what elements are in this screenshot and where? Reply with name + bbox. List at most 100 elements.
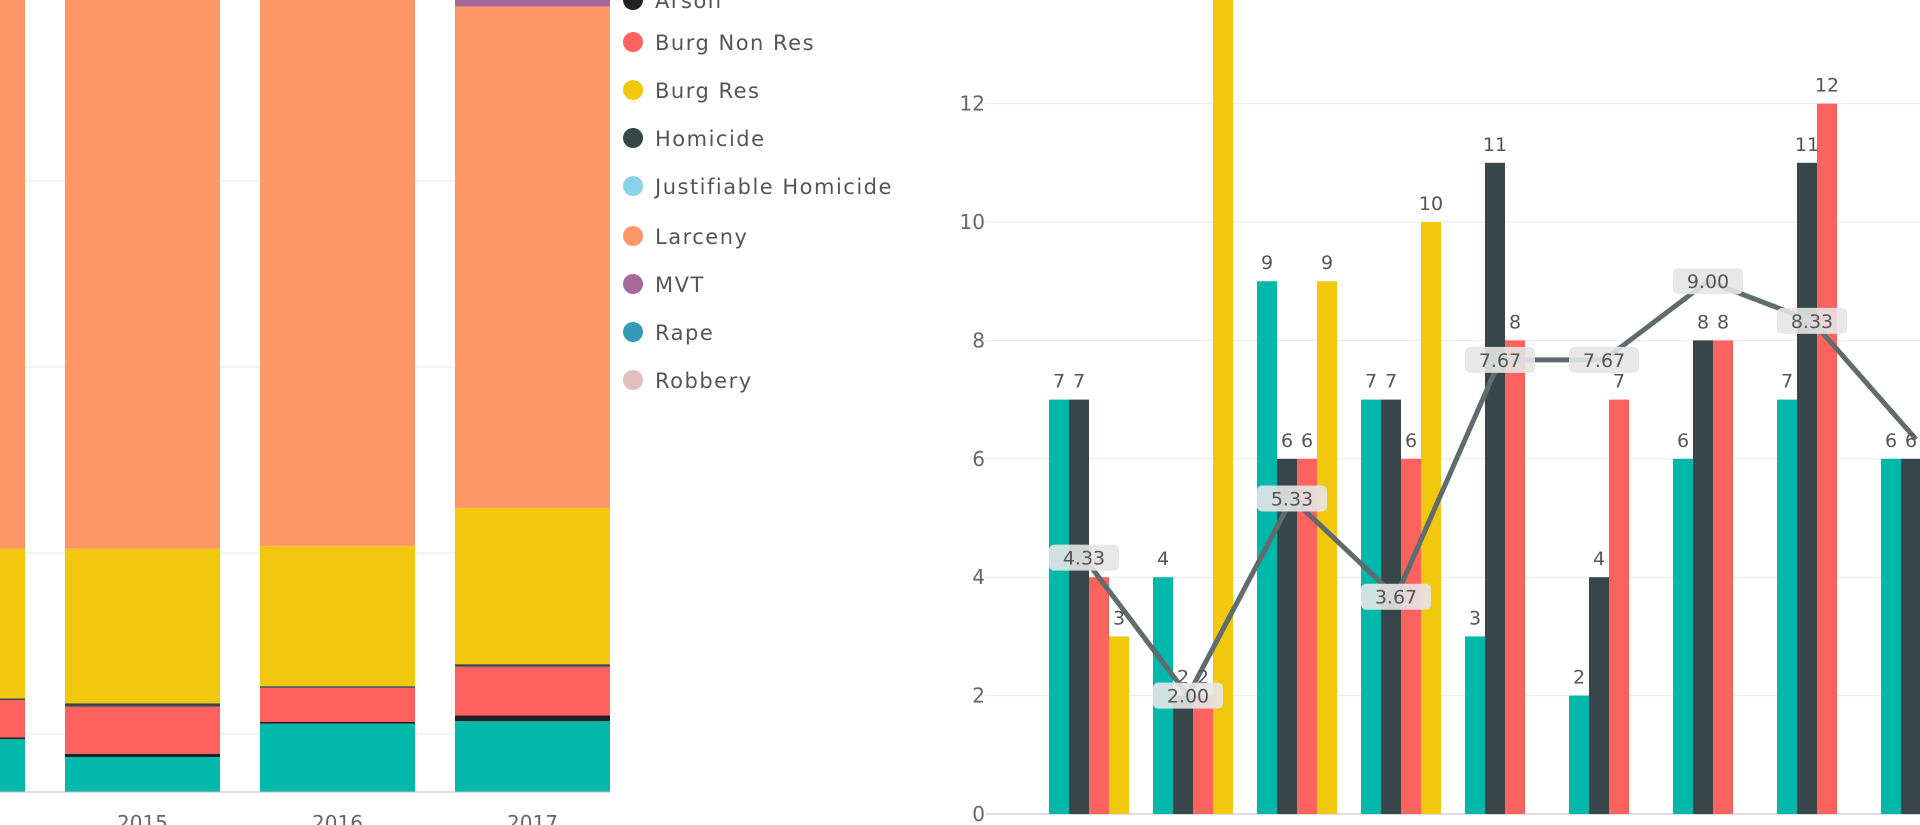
legend-item-robbery[interactable]: Robbery [620, 366, 920, 394]
line-label-box [1049, 544, 1119, 571]
line-label-box [1153, 682, 1223, 709]
column-bar[interactable] [1881, 458, 1901, 814]
column-bar[interactable] [1049, 399, 1069, 814]
bar-data-label: 7 [1365, 371, 1377, 393]
legend-label-larceny: Larceny [655, 225, 749, 249]
stacked-segment-burg-non-res[interactable] [0, 700, 25, 738]
stacked-segment-other[interactable] [455, 721, 610, 792]
column-bar[interactable] [1297, 458, 1317, 814]
column-bar[interactable] [1693, 340, 1713, 814]
column-bar[interactable] [1901, 458, 1920, 814]
legend-item-mvt[interactable]: MVT [620, 270, 920, 298]
stacked-segment-mvt[interactable] [455, 0, 610, 7]
clustered-column-chart: 0246810127743422149669776103118247688711… [960, 0, 1920, 825]
legend-label-justifiable-homicide: Justifiable Homicide [655, 175, 893, 199]
bar-data-label: 7 [1781, 371, 1793, 393]
column-bar[interactable] [1193, 695, 1213, 814]
y-tick-label: 8 [972, 328, 985, 352]
column-bar[interactable] [1817, 103, 1837, 815]
legend-label-homicide: Homicide [655, 127, 766, 151]
stacked-segment-arson[interactable] [0, 737, 25, 740]
column-bar[interactable] [1089, 577, 1109, 814]
legend-marker-homicide [623, 128, 643, 148]
stacked-segment-burg-res[interactable] [0, 548, 25, 699]
stacked-segment-larceny[interactable] [65, 0, 220, 549]
y-tick-label: 0 [972, 802, 985, 825]
bar-data-label: 11 [1795, 134, 1819, 156]
stacked-segment-arson[interactable] [260, 721, 415, 724]
stacked-segment-other[interactable] [65, 756, 220, 792]
bar-data-label: 9 [1261, 252, 1273, 274]
stacked-segment-other[interactable] [260, 723, 415, 792]
line-label-box [1465, 346, 1535, 373]
bar-data-label: 12 [1815, 75, 1839, 97]
line-label-box [1257, 485, 1327, 512]
bar-data-label: 7 [1385, 371, 1397, 393]
column-bar[interactable] [1173, 695, 1193, 814]
line-data-label: 3.67 [1375, 587, 1417, 609]
stacked-segment-larceny[interactable] [260, 0, 415, 547]
legend-item-burg-res[interactable]: Burg Res [620, 76, 920, 104]
legend-item-homicide[interactable]: Homicide [620, 124, 920, 152]
stacked-segment-burg-non-res[interactable] [260, 687, 415, 722]
column-bar[interactable] [1069, 399, 1089, 814]
legend-marker-robbery [623, 370, 643, 390]
stacked-segment-homicide[interactable] [455, 664, 610, 667]
column-bar[interactable] [1401, 458, 1421, 814]
y-tick-label: 10 [960, 210, 985, 234]
column-bar[interactable] [1713, 340, 1733, 814]
bar-data-label: 6 [1885, 430, 1897, 452]
bar-data-label: 4 [1157, 548, 1169, 570]
column-bar[interactable] [1777, 399, 1797, 814]
legend-item-larceny[interactable]: Larceny [620, 222, 920, 250]
stacked-segment-burg-res[interactable] [260, 546, 415, 687]
legend-marker-rape [623, 322, 643, 342]
legend-label-robbery: Robbery [655, 369, 753, 393]
legend-item-burg-non-res[interactable]: Burg Non Res [620, 28, 920, 56]
stacked-segment-arson[interactable] [455, 715, 610, 722]
legend-marker-larceny [623, 226, 643, 246]
column-bar[interactable] [1109, 636, 1129, 814]
bar-data-label: 6 [1405, 430, 1417, 452]
column-bar[interactable] [1505, 340, 1525, 814]
bar-data-label: 7 [1053, 371, 1065, 393]
stacked-segment-burg-res[interactable] [455, 507, 610, 665]
column-bar[interactable] [1609, 399, 1629, 814]
stacked-bar-chart: 2015 2016 2017 [0, 0, 610, 825]
column-bar[interactable] [1213, 0, 1233, 814]
column-bar[interactable] [1485, 162, 1505, 815]
stacked-segment-burg-res[interactable] [65, 548, 220, 704]
x-tick-label: 2016 [312, 811, 363, 825]
y-tick-label: 12 [960, 92, 985, 116]
column-bar[interactable] [1673, 458, 1693, 814]
bar-data-label: 4 [1593, 548, 1605, 570]
column-bar[interactable] [1277, 458, 1297, 814]
column-bar[interactable] [1317, 281, 1337, 814]
stacked-segment-homicide[interactable] [260, 686, 415, 688]
column-bar[interactable] [1465, 636, 1485, 814]
line-data-label: 5.33 [1271, 488, 1313, 510]
stacked-segment-larceny[interactable] [455, 6, 610, 508]
legend-marker-burg-non-res [623, 32, 643, 52]
legend-item-justifiable-homicide[interactable]: Justifiable Homicide [620, 172, 920, 200]
bar-data-label: 7 [1613, 371, 1625, 393]
line-data-label: 7.67 [1479, 350, 1521, 372]
bar-data-label: 3 [1469, 607, 1481, 629]
column-bar[interactable] [1797, 162, 1817, 815]
legend-item-rape[interactable]: Rape [620, 318, 920, 346]
stacked-segment-burg-non-res[interactable] [455, 666, 610, 716]
legend-item-arson[interactable]: Arson [620, 0, 920, 14]
column-bar[interactable] [1569, 695, 1589, 814]
stacked-segment-larceny[interactable] [0, 0, 25, 549]
stacked-segment-arson[interactable] [65, 753, 220, 757]
stacked-segment-other[interactable] [0, 739, 25, 792]
column-bar[interactable] [1589, 577, 1609, 814]
line-label-box [1777, 307, 1847, 334]
bar-data-label: 6 [1281, 430, 1293, 452]
bar-data-label: 10 [1419, 193, 1443, 215]
stacked-segment-burg-non-res[interactable] [65, 706, 220, 754]
x-tick-label: 2015 [117, 811, 168, 825]
stacked-segment-homicide[interactable] [65, 703, 220, 707]
bar-data-label: 8 [1717, 311, 1729, 333]
stacked-segment-homicide[interactable] [0, 698, 25, 701]
